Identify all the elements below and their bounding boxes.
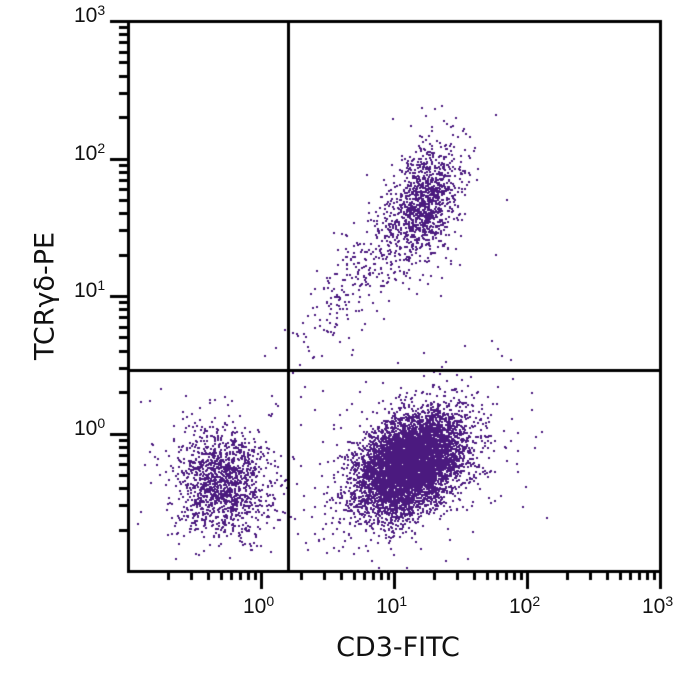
x-tick-label: 101 [376,593,408,618]
x-axis-title: CD3-FITC [336,632,460,663]
y-axis-title: TCRγδ-PE [29,231,61,361]
x-tick-label: 103 [642,593,674,618]
y-tick-label: 103 [74,2,106,27]
y-tick-label: 102 [74,139,106,165]
x-tick-label: 100 [243,593,275,618]
y-tick-label: 101 [74,277,106,302]
y-tick-label: 100 [74,414,106,440]
x-tick-label: 102 [509,593,541,618]
